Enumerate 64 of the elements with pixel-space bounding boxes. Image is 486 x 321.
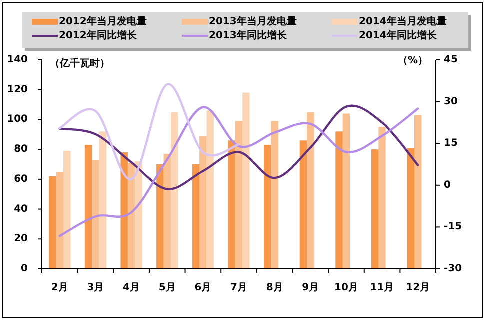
bar — [128, 163, 136, 269]
y2-tick-label: 45 — [444, 54, 458, 66]
bar — [378, 127, 386, 269]
x-tick-label: 8月 — [266, 282, 284, 294]
y-tick-label: 20 — [14, 234, 28, 245]
bar — [84, 145, 92, 269]
legend-label: 2014年同比增长 — [359, 30, 438, 42]
legend-label: 2014年当月发电量 — [359, 16, 447, 28]
bar — [64, 151, 71, 269]
y2-tick-label: 15 — [444, 138, 458, 150]
y2-tick-label: 0 — [444, 180, 451, 191]
bar — [56, 172, 64, 269]
bar — [342, 114, 350, 269]
bar — [300, 140, 308, 269]
y-tick-label: 80 — [14, 144, 28, 156]
bar — [192, 164, 200, 269]
y-tick-label: 0 — [21, 264, 28, 274]
y-tick-label: 60 — [14, 174, 28, 185]
y-tick-label: 40 — [14, 204, 28, 215]
bar — [200, 136, 207, 269]
x-tick-label: 9月 — [302, 282, 320, 294]
bar — [235, 121, 243, 269]
bar — [170, 112, 178, 269]
bar — [135, 162, 142, 269]
bar — [307, 112, 314, 269]
bar — [228, 140, 236, 269]
line-series — [58, 104, 420, 190]
bar — [264, 145, 272, 269]
y-tick-label: 100 — [7, 114, 28, 126]
legend-label: 2013年当月发电量 — [209, 16, 297, 28]
x-tick-label: 7月 — [230, 282, 248, 294]
x-tick-label: 10月 — [334, 282, 358, 294]
bar — [407, 148, 414, 269]
bar — [120, 152, 128, 269]
line-series — [58, 83, 240, 180]
bar — [242, 92, 250, 269]
bar — [164, 154, 171, 269]
y-tick-label: 140 — [7, 54, 28, 66]
bar — [206, 110, 214, 269]
x-tick-label: 11月 — [370, 282, 394, 294]
x-tick-label: 4月 — [123, 282, 140, 294]
legend-label: 2013年同比增长 — [209, 30, 288, 42]
y2-tick-label: 30 — [444, 96, 458, 108]
y-tick-label: 120 — [7, 84, 28, 96]
legend-label: 2012年同比增长 — [59, 30, 138, 42]
bar — [92, 160, 100, 269]
bar — [271, 121, 278, 269]
bar — [49, 176, 56, 269]
bar — [156, 164, 164, 269]
bar — [414, 115, 422, 269]
x-tick-label: 6月 — [194, 282, 212, 294]
bar — [336, 132, 343, 269]
y2-tick-label: -30 — [444, 264, 462, 274]
y-axis-title: （亿千瓦时） — [50, 58, 110, 70]
x-tick-label: 3月 — [87, 282, 104, 294]
bar — [371, 150, 379, 269]
x-tick-label: 2月 — [51, 282, 68, 294]
line-series — [58, 106, 420, 238]
x-tick-label: 12月 — [406, 282, 430, 294]
bar — [99, 132, 107, 269]
y2-axis-title: （%） — [398, 56, 428, 66]
x-tick-label: 5月 — [158, 282, 176, 294]
y2-tick-label: -15 — [444, 222, 462, 233]
legend-label: 2012年当月发电量 — [59, 16, 147, 28]
